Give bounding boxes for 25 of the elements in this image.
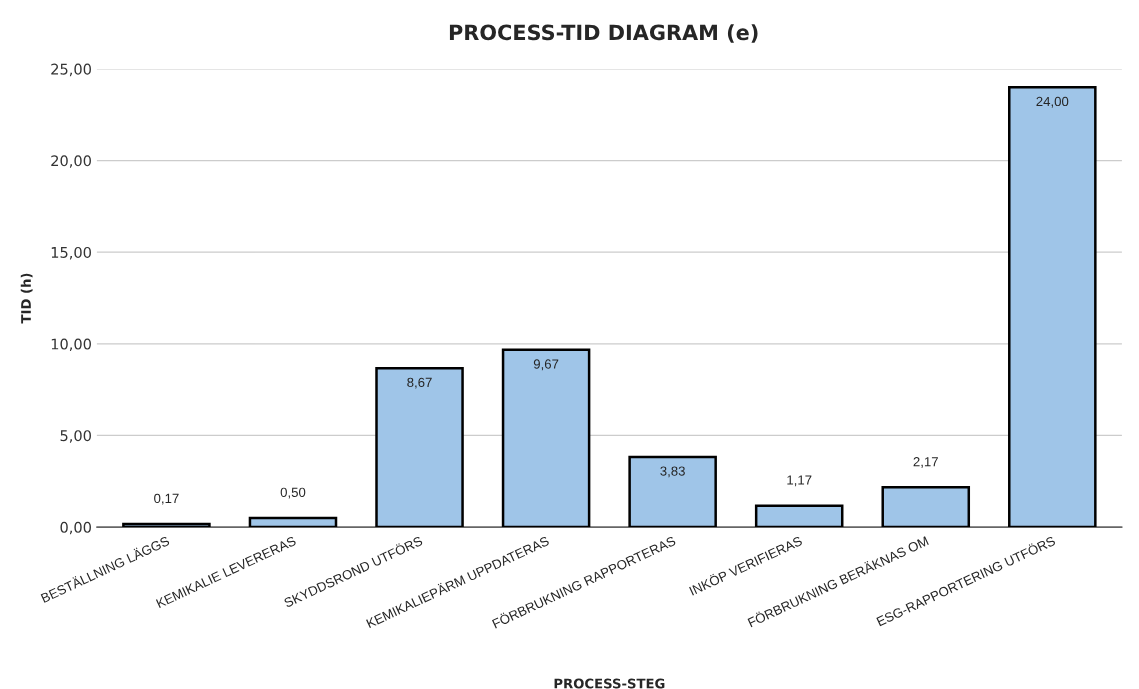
- bar: [881, 486, 971, 528]
- y-tick-label: 25,00: [51, 63, 91, 77]
- bar: [501, 348, 591, 528]
- bar: [1008, 85, 1097, 528]
- y-tick-label: 15,00: [51, 246, 91, 260]
- bar: [628, 455, 717, 528]
- bar: [248, 516, 338, 528]
- y-tick-label: 20,00: [51, 155, 91, 168]
- y-axis-title: TID (h): [20, 273, 33, 324]
- bar: [375, 366, 464, 528]
- bar: [754, 504, 844, 528]
- y-tick-label: 10,00: [51, 338, 91, 352]
- data-label: 1,17: [787, 475, 812, 487]
- data-label: 3,83: [660, 466, 685, 478]
- data-label: 8,67: [407, 377, 432, 389]
- x-axis-title: PROCESS-STEG: [554, 678, 665, 689]
- chart-title: PROCESS-TID DIAGRAM (e): [449, 24, 758, 43]
- data-label: 2,17: [913, 457, 938, 468]
- data-label: 9,67: [533, 359, 559, 371]
- y-tick-label: 5,00: [60, 430, 91, 443]
- data-label: 24,00: [1036, 96, 1069, 108]
- data-label: 0,50: [280, 487, 306, 499]
- y-tick-label: 0,00: [60, 521, 91, 535]
- data-label: 0,17: [154, 493, 179, 505]
- bar: [122, 522, 211, 528]
